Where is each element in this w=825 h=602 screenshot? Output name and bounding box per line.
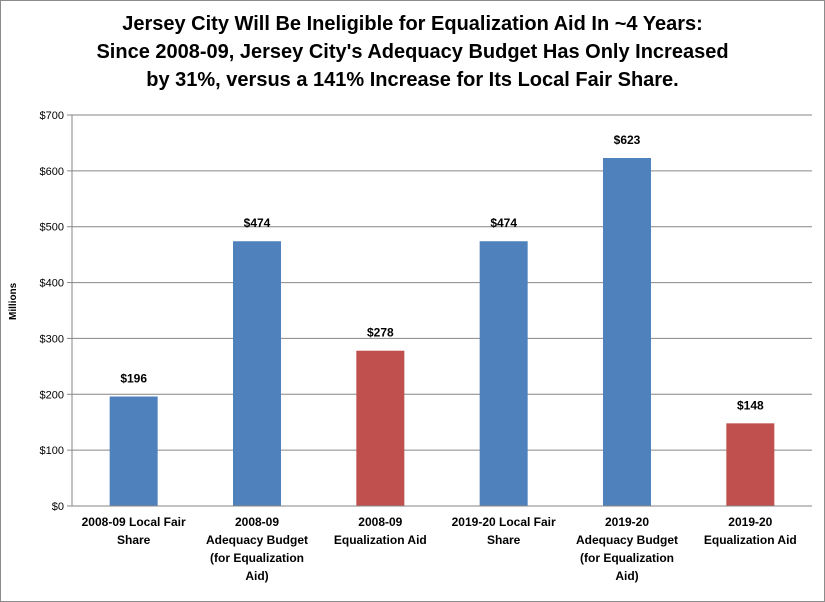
bar [356,350,405,506]
x-tick-label: Adequacy Budget [576,533,678,547]
chart-title-line-3: by 31%, versus a 141% Increase for Its L… [146,69,679,91]
data-label: $623 [614,133,641,147]
bar [233,241,281,507]
x-tick-label: (for Equalization [210,551,304,565]
x-tick-label: Adequacy Budget [206,533,308,547]
x-tick-label: Equalization Aid [334,533,427,547]
bar [479,241,528,507]
y-tick-label: $400 [40,278,64,290]
data-label: $196 [120,372,147,386]
y-tick-label: $300 [40,333,64,345]
y-tick-label: $200 [40,389,64,401]
bar [603,158,651,506]
y-tick-label: $0 [52,501,64,513]
bar [726,423,775,506]
chart-title-line-1: Jersey City Will Be Ineligible for Equal… [122,13,703,35]
x-tick-label: 2008-09 Local Fair [82,515,186,529]
chart-title-line-2: Since 2008-09, Jersey City's Adequacy Bu… [96,41,729,63]
x-tick-label: 2019-20 Local Fair [452,515,556,529]
data-label: $278 [367,326,394,340]
x-tick-label: Share [117,533,151,547]
x-tick-label: Equalization Aid [704,533,797,547]
x-tick-label: Share [487,533,521,547]
x-tick-label: 2008-09 [235,515,279,529]
x-tick-label: Aid) [615,569,638,583]
data-label: $148 [737,398,764,412]
data-label: $474 [244,216,271,230]
data-label: $474 [490,216,517,230]
x-tick-label: 2019-20 [605,515,649,529]
x-tick-label: 2008-09 [358,515,402,529]
y-tick-label: $700 [40,110,64,122]
y-tick-label: $600 [40,166,64,178]
chart-title: Jersey City Will Be Ineligible for Equal… [0,10,825,94]
x-tick-label: 2019-20 [728,515,772,529]
x-tick-label: Aid) [245,569,268,583]
y-tick-label: $100 [40,445,64,457]
bar [109,396,158,506]
y-tick-label: $500 [40,222,64,234]
x-tick-label: (for Equalization [580,551,674,565]
